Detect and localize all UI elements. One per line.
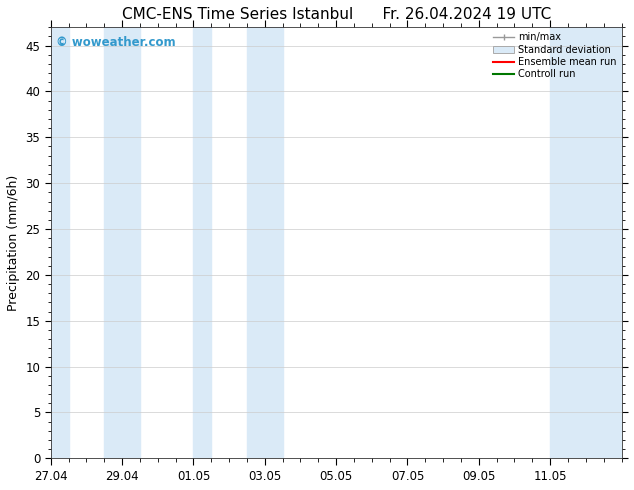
Bar bbox=[105, 27, 140, 458]
Bar bbox=[51, 27, 68, 458]
Y-axis label: Precipitation (mm/6h): Precipitation (mm/6h) bbox=[7, 174, 20, 311]
Legend: min/max, Standard deviation, Ensemble mean run, Controll run: min/max, Standard deviation, Ensemble me… bbox=[491, 30, 619, 81]
Text: © woweather.com: © woweather.com bbox=[56, 36, 176, 49]
Title: CMC-ENS Time Series Istanbul      Fr. 26.04.2024 19 UTC: CMC-ENS Time Series Istanbul Fr. 26.04.2… bbox=[122, 7, 551, 22]
Bar bbox=[550, 27, 621, 458]
Bar bbox=[193, 27, 211, 458]
Bar bbox=[247, 27, 283, 458]
